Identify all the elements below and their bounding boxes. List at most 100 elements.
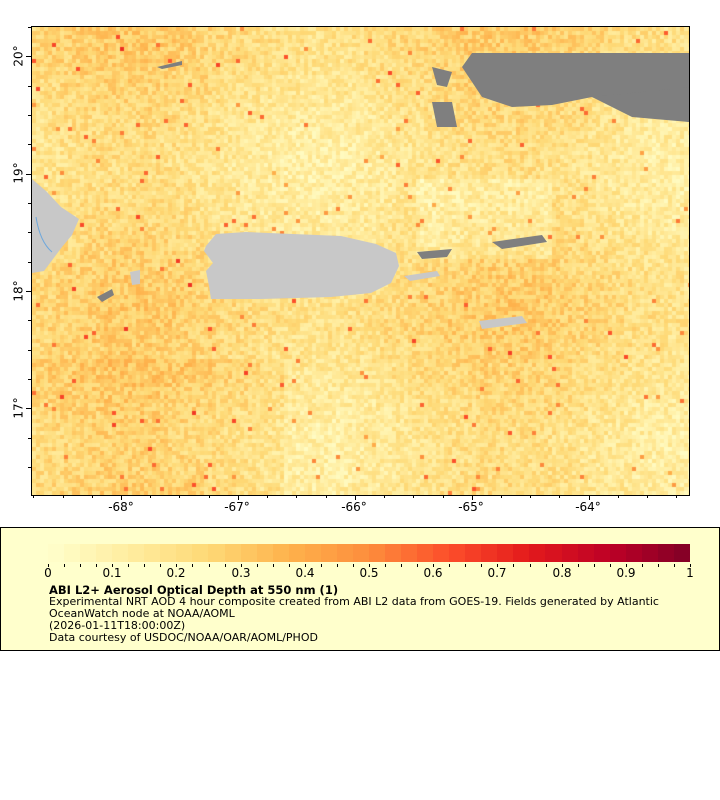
colorbar-segment [497,544,514,562]
colorbar-segment [288,544,305,562]
colorbar-segment [561,544,578,562]
colorbar-segment [96,544,113,562]
colorbar-segment [192,544,209,562]
colorbar-tick [577,564,579,567]
colorbar-tick [352,564,354,567]
axis-tick [28,85,31,87]
no-data-patch-2 [432,102,457,127]
no-data-patch-3 [157,61,182,69]
colorbar-tick [465,564,467,567]
colorbar [48,544,690,562]
colorbar-segment [160,544,177,562]
colorbar-tick [369,564,370,567]
axis-tick [121,495,123,500]
axis-tick [442,495,444,498]
axis-tick [559,495,561,498]
no-data-patch-5 [492,235,547,249]
no-data-patch-1 [432,67,452,87]
colorbar-segment [368,544,385,562]
legend-credit: Data courtesy of USDOC/NOAA/OAR/AOML/PHO… [49,631,318,644]
colorbar-segment [128,544,145,562]
colorbar-segment [433,544,450,562]
colorbar-segment [673,544,690,562]
axis-tick [28,261,31,263]
colorbar-tick [256,564,258,567]
colorbar-tick [128,564,130,567]
axis-tick [413,495,415,498]
lat-tick-label: 20° [11,45,26,67]
axis-tick [179,495,181,498]
colorbar-label: 0.6 [423,566,443,580]
colorbar-tick [545,564,547,567]
colorbar-segment [352,544,369,562]
axis-tick [26,56,31,58]
lon-tick-label: -66° [341,500,367,514]
colorbar-tick [417,564,419,567]
colorbar-tick [80,564,82,567]
land-vieques [404,271,440,281]
axis-tick [588,495,590,500]
colorbar-tick [240,564,242,567]
axis-tick [28,27,31,29]
axis-tick [28,320,31,322]
colorbar-segment [657,544,674,562]
axis-tick [617,495,619,498]
axis-tick [530,495,532,498]
colorbar-segment [176,544,193,562]
colorbar-tick [401,564,403,567]
land-st-croix [479,316,527,329]
lon-tick-label: -64° [575,500,601,514]
colorbar-tick [449,564,451,567]
legend-time: (2026-01-11T18:00:00Z) [49,619,186,632]
colorbar-segment [48,544,65,562]
axis-tick [28,437,31,439]
axis-tick [28,115,31,117]
axis-tick [33,495,35,498]
no-data-patch-6 [97,289,114,302]
coast-river-line [35,216,53,253]
legend-description-cont: OceanWatch node at NOAA/AOML [49,607,235,620]
colorbar-segment [401,544,418,562]
colorbar-segment [112,544,129,562]
colorbar-segment [625,544,642,562]
colorbar-label: 0.5 [359,566,379,580]
colorbar-tick [224,564,226,567]
lat-tick-label: 17° [11,397,26,419]
axis-tick [28,349,31,351]
colorbar-label: 0.2 [166,566,186,580]
colorbar-tick [385,564,387,567]
land [32,179,527,329]
colorbar-tick [288,564,290,567]
colorbar-tick [320,564,322,567]
colorbar-label: 0.1 [102,566,122,580]
colorbar-segment [529,544,546,562]
colorbar-tick [690,564,691,567]
axis-tick [28,203,31,205]
axis-tick [28,232,31,234]
colorbar-segment [256,544,273,562]
aod-map[interactable] [31,26,690,496]
legend-title: ABI L2+ Aerosol Optical Depth at 550 nm … [49,583,339,597]
colorbar-segment [465,544,482,562]
colorbar-tick [208,564,210,567]
colorbar-segment [304,544,321,562]
axis-tick [296,495,298,498]
colorbar-segment [641,544,658,562]
colorbar-label: 0.7 [487,566,507,580]
colorbar-segment [481,544,498,562]
axis-tick [676,495,678,498]
colorbar-tick [625,564,627,567]
axis-tick [26,408,31,410]
axis-tick [91,495,93,498]
colorbar-tick [304,564,306,567]
lon-tick-label: -68° [108,500,134,514]
colorbar-tick [593,564,595,567]
colorbar-tick [96,564,98,567]
land-and-cloud-overlay [32,53,689,329]
land-islet [130,270,140,285]
colorbar-segment [384,544,402,562]
axis-tick [267,495,269,498]
lat-tick-label: 18° [11,280,26,302]
colorbar-tick [112,564,114,567]
lon-tick-label: -65° [458,500,484,514]
